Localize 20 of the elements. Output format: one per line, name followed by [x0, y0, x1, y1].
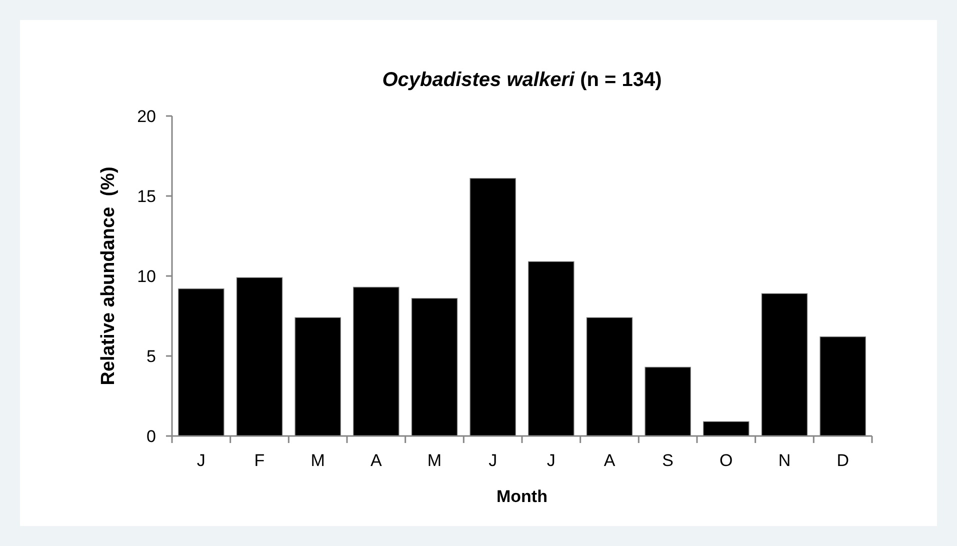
x-tick-label: M [310, 451, 325, 470]
x-tick-label: N [778, 451, 791, 470]
y-axis-title: Relative abundance (%) [98, 166, 119, 386]
x-axis-title: Month [496, 487, 548, 506]
y-tick-label: 15 [137, 186, 156, 206]
x-tick-label: A [604, 451, 616, 470]
x-tick-label: M [427, 451, 442, 470]
y-tick-label: 20 [137, 106, 156, 126]
x-tick-label: O [720, 451, 733, 470]
x-tick-label: J [546, 451, 556, 470]
x-tick-label: A [370, 451, 382, 470]
chart-title: Ocybadistes walkeri (n = 134) [382, 69, 662, 91]
x-tick-label: D [836, 451, 849, 470]
x-tick-label: J [488, 451, 498, 470]
y-tick-label: 10 [137, 266, 156, 286]
y-tick-label: 0 [146, 426, 156, 446]
y-tick-label: 5 [146, 346, 156, 366]
x-tick-label: F [254, 451, 265, 470]
x-tick-label: S [662, 451, 674, 470]
x-tick-label: J [196, 451, 206, 470]
